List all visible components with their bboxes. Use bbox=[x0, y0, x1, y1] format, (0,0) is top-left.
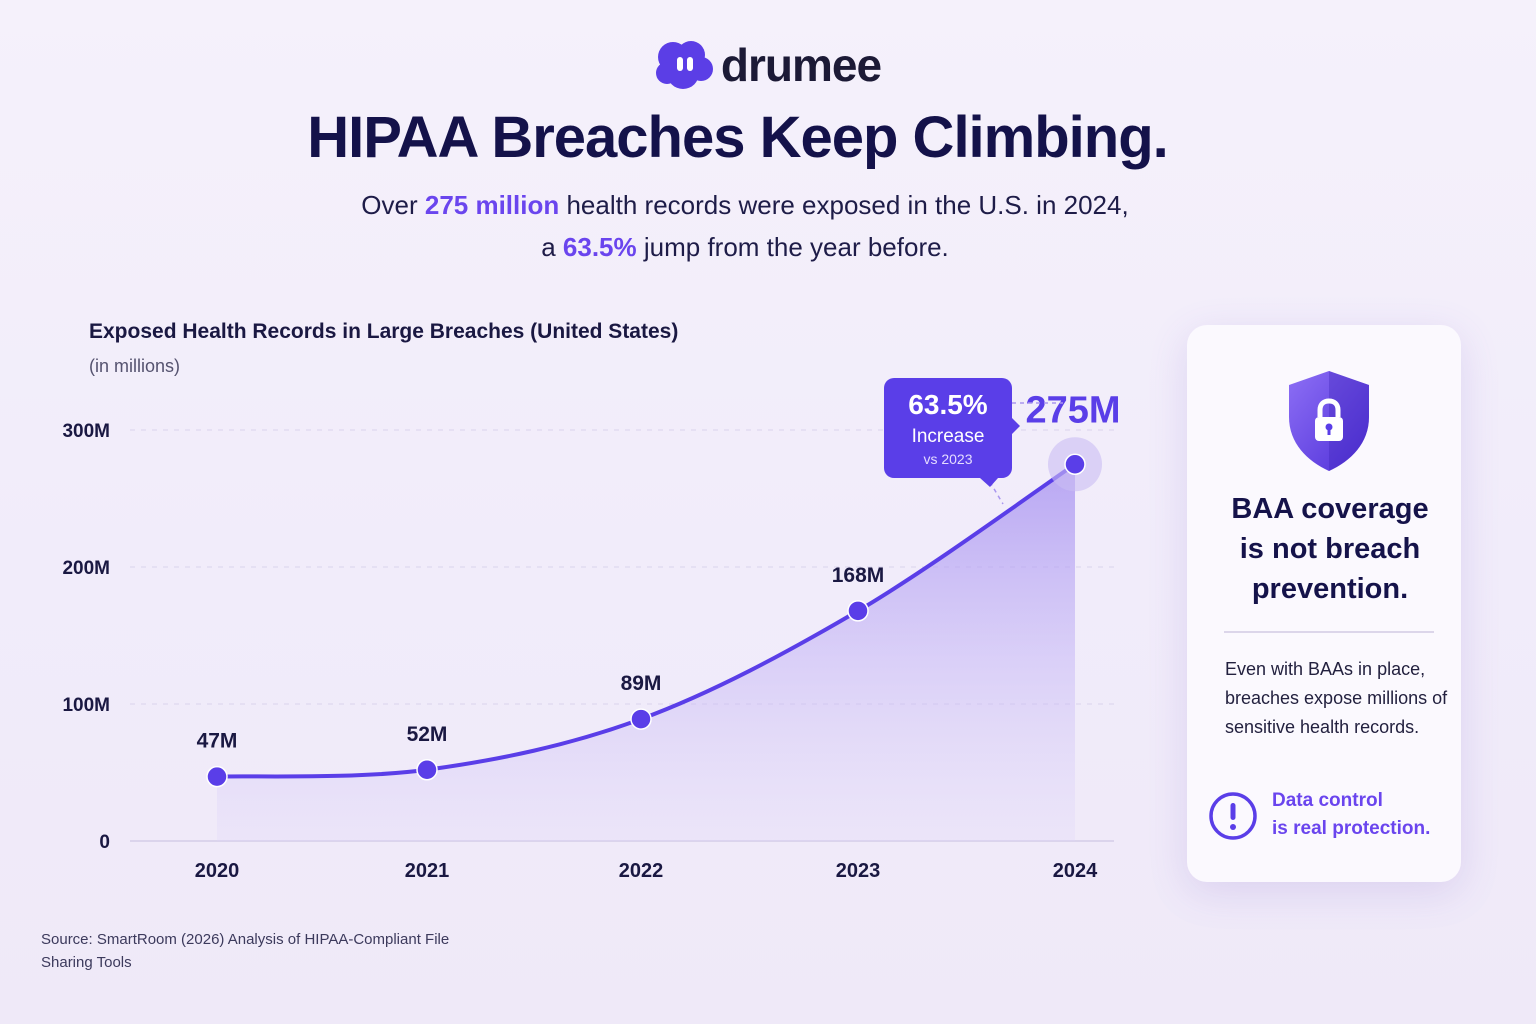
callout-pointer bbox=[980, 478, 998, 487]
subtitle-text: jump from the year before. bbox=[636, 232, 949, 262]
callout-box bbox=[884, 378, 1012, 478]
drumee-logo-icon bbox=[655, 41, 713, 89]
callout-connector bbox=[989, 481, 1004, 505]
area-fill bbox=[217, 464, 1075, 841]
subtitle-highlight: 275 million bbox=[424, 190, 560, 220]
source-note: Source: SmartRoom (2026) Analysis of HIP… bbox=[41, 931, 450, 971]
info-card: BAA coverage is not breach prevention. E… bbox=[1187, 325, 1461, 882]
card-cta-line: Data control bbox=[1272, 790, 1383, 811]
card-cta-line: is real protection. bbox=[1272, 818, 1431, 839]
subtitle-highlight: 63.5% bbox=[562, 232, 637, 262]
x-tick-label: 2024 bbox=[1053, 860, 1098, 882]
data-label: 47M bbox=[197, 730, 238, 753]
brand-logo: drumee bbox=[0, 38, 1536, 92]
callout-pointer bbox=[1012, 418, 1020, 434]
card-headline-line: BAA coverage bbox=[1231, 493, 1429, 525]
subtitle-text: health records were exposed in the U.S. … bbox=[559, 190, 1129, 220]
data-point bbox=[416, 759, 438, 781]
callout-label: Increase bbox=[912, 426, 985, 447]
data-label: 168M bbox=[832, 564, 885, 587]
y-tick-label: 200M bbox=[62, 558, 110, 579]
x-tick-label: 2021 bbox=[405, 860, 450, 882]
card-headline-line: is not breach bbox=[1239, 533, 1421, 565]
subtitle-line-2: a 63.5% jump from the year before. bbox=[0, 232, 1490, 263]
data-label: 52M bbox=[407, 723, 448, 746]
shield-lock-icon bbox=[1289, 371, 1369, 471]
subtitle-line-1: Over 275 million health records were exp… bbox=[0, 190, 1490, 221]
brand-name: drumee bbox=[720, 39, 882, 91]
y-tick-label: 300M bbox=[62, 421, 110, 442]
data-point bbox=[630, 708, 652, 730]
y-tick-label: 0 bbox=[99, 832, 110, 853]
callout-value: 63.5% bbox=[908, 389, 987, 420]
card-divider bbox=[1224, 631, 1434, 633]
callout-note: vs 2023 bbox=[923, 451, 972, 467]
data-label: 89M bbox=[621, 672, 662, 695]
card-headline: BAA coverage is not breach prevention. bbox=[1187, 489, 1473, 609]
chart-unit-label: (in millions) bbox=[89, 356, 181, 376]
subtitle-text: Over bbox=[361, 190, 425, 220]
page-title: HIPAA Breaches Keep Climbing. bbox=[307, 105, 1169, 170]
data-point bbox=[847, 600, 869, 622]
data-point bbox=[1064, 453, 1086, 475]
area-chart: 0 100M 200M 300M 2020 2021 2022 2023 2024 47M 52M… bbox=[62, 378, 1121, 882]
chart-title: Exposed Health Records in Large Breaches… bbox=[89, 320, 679, 343]
y-tick-label: 100M bbox=[62, 695, 110, 716]
alert-icon bbox=[1209, 792, 1257, 840]
data-label-highlight: 275M bbox=[1025, 389, 1120, 431]
card-body-text: Even with BAAs in place, breaches expose… bbox=[1225, 659, 1448, 737]
data-point bbox=[206, 765, 228, 788]
card-cta: Data control is real protection. bbox=[1272, 787, 1452, 843]
x-tick-label: 2023 bbox=[836, 860, 881, 882]
subtitle-text: a bbox=[541, 232, 563, 262]
x-tick-label: 2022 bbox=[619, 860, 664, 882]
x-tick-label: 2020 bbox=[195, 860, 240, 882]
card-headline-line: prevention. bbox=[1251, 573, 1409, 605]
